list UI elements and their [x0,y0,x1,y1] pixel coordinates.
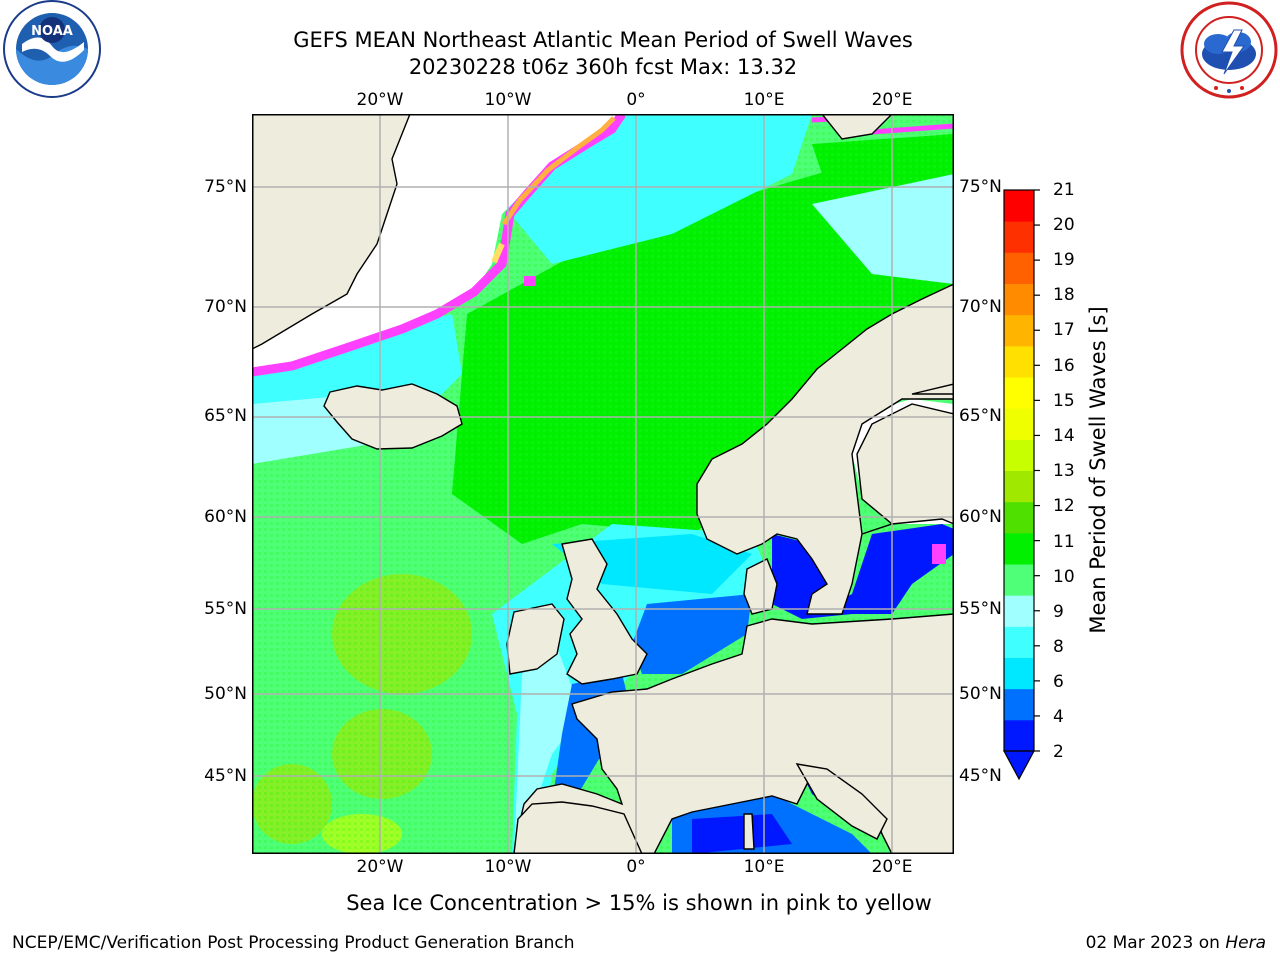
colorbar-segment [1004,564,1034,596]
lat-tick-right: 60°N [959,507,1002,527]
colorbar [1002,189,1040,781]
sea-ice-note: Sea Ice Concentration > 15% is shown in … [346,891,932,915]
footer-date: 02 Mar 2023 on Hera [1086,933,1266,953]
map-frame [252,114,954,854]
sea-ice-edge [252,114,626,377]
lat-tick-right: 45°N [959,766,1002,786]
svg-text:NOAA: NOAA [31,24,73,39]
italy [795,763,888,840]
lat-tick-left: 75°N [204,177,247,197]
chart-subtitle: 20230228 t06z 360h fcst Max: 13.32 [408,55,798,79]
footer-date-text: 02 Mar 2023 on [1085,933,1220,953]
colorbar-tick: 9 [1053,602,1064,622]
gridlines [252,114,954,854]
lon-tick-top: 20°E [871,90,913,110]
colorbar-tick: 13 [1053,461,1075,481]
scandinavia [696,283,954,615]
lon-tick-top: 0° [626,90,646,110]
colorbar-segment [1004,190,1034,222]
chart-title: GEFS MEAN Northeast Atlantic Mean Period… [293,28,913,52]
lat-tick-right: 55°N [959,599,1002,619]
lon-tick-bottom: 0° [626,857,646,877]
colorbar-tick: 16 [1053,356,1075,376]
colorbar-tick: 15 [1053,391,1075,411]
colorbar-segment [1004,345,1034,378]
great-britain [561,538,648,685]
colorbar-tick: 10 [1053,567,1075,587]
colorbar-segment [1004,377,1034,409]
footer-host: Hera [1225,933,1266,953]
lat-tick-left: 65°N [204,406,247,426]
lon-tick-top: 10°E [743,90,785,110]
colorbar-segment [1004,221,1034,253]
svalbard [821,114,893,140]
land [252,114,954,854]
colorbar-segment [1004,719,1034,752]
lon-tick-bottom: 10°W [484,857,532,877]
colorbar-segment [1004,626,1034,658]
colorbar-segment [1004,470,1034,503]
lat-tick-left: 45°N [204,766,247,786]
lat-tick-left: 55°N [204,599,247,619]
colorbar-tick: 14 [1053,426,1075,446]
lat-tick-right: 75°N [959,177,1002,197]
swell-band-2-4 [632,594,752,674]
colorbar-extend-arrow [1002,750,1036,781]
colorbar-label: Mean Period of Swell Waves [s] [1086,306,1110,634]
lat-tick-left: 50°N [204,684,247,704]
colorbar-tick: 2 [1053,742,1064,762]
lat-tick-right: 65°N [959,406,1002,426]
colorbar-segment [1004,688,1034,721]
colorbar-tick: 17 [1053,320,1075,340]
footer-credit: NCEP/EMC/Verification Post Processing Pr… [12,933,575,953]
colorbar-segment [1004,501,1034,534]
lat-tick-left: 60°N [204,507,247,527]
lat-tick-right: 70°N [959,297,1002,317]
lon-tick-bottom: 20°W [356,857,404,877]
colorbar-segment [1004,439,1034,471]
lat-tick-right: 50°N [959,684,1002,704]
lon-tick-bottom: 10°E [743,857,785,877]
lat-tick-left: 70°N [204,297,247,317]
iberia [513,801,643,854]
colorbar-tick: 11 [1053,532,1075,552]
colorbar-tick: 4 [1053,707,1064,727]
colorbar-segment [1004,408,1034,440]
colorbar-tick: 12 [1053,496,1075,516]
colorbar-segment [1004,283,1034,316]
colorbar-tick: 21 [1053,180,1075,200]
colorbar-segment [1004,657,1034,690]
lon-tick-top: 20°W [356,90,404,110]
greenland [252,114,411,350]
lon-tick-top: 10°W [484,90,532,110]
colorbar-segment [1004,314,1034,347]
colorbar-tick: 6 [1053,672,1064,692]
colorbar-segment [1004,532,1034,565]
map-plot [252,114,954,854]
colorbar-segment [1004,595,1034,627]
noaa-logo: NOAA [3,0,101,98]
colorbar-tick: 20 [1053,215,1075,235]
colorbar-tick: 19 [1053,250,1075,270]
national-weather-service-logo [1180,1,1278,99]
colorbar-segment [1004,252,1034,284]
colorbar-tick: 8 [1053,637,1064,657]
lon-tick-bottom: 20°E [871,857,913,877]
colorbar-tick: 18 [1053,285,1075,305]
